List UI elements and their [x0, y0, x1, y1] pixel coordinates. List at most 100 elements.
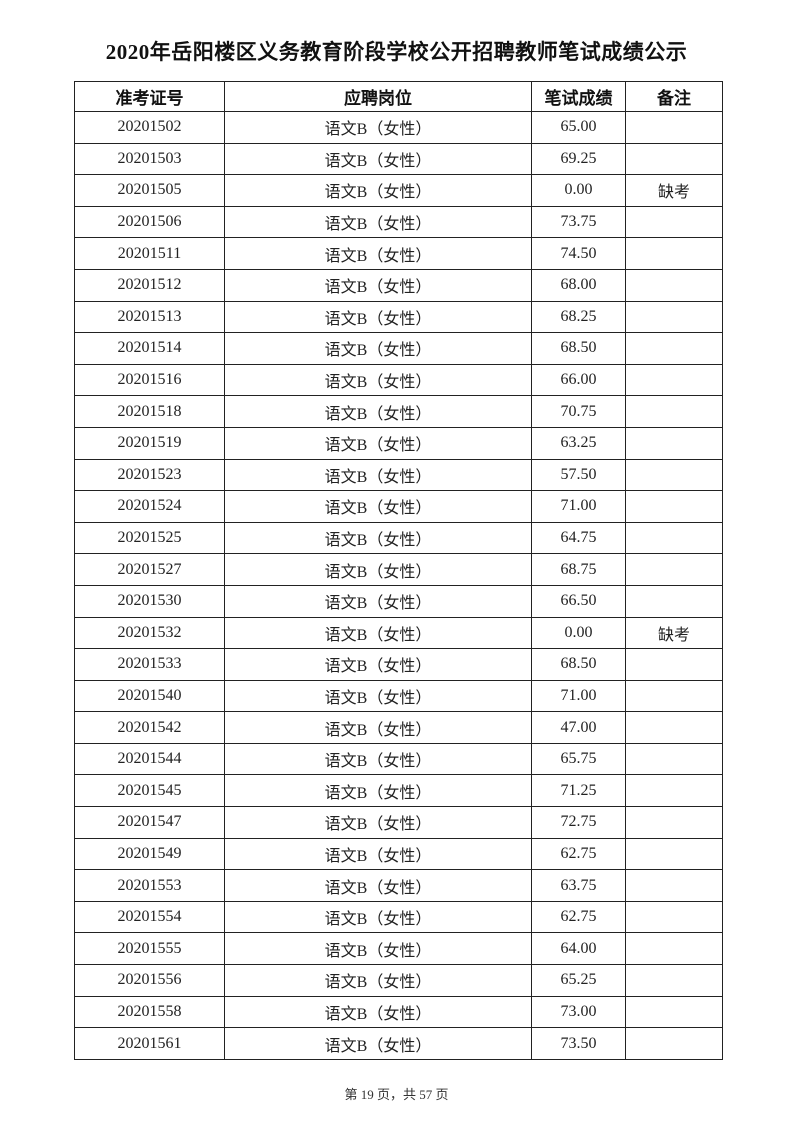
- score-cell: 65.00: [531, 111, 626, 144]
- position-cell: 语文B（女性）: [224, 237, 532, 270]
- score-cell: 73.50: [531, 1027, 626, 1060]
- table-row: 20201542 语文B（女性） 47.00: [74, 711, 723, 744]
- position-cell: 语文B（女性）: [224, 806, 532, 839]
- score-cell: 68.25: [531, 300, 626, 334]
- score-cell: 68.50: [531, 332, 626, 365]
- note-cell: [625, 711, 723, 744]
- exam-id-cell: 20201519: [74, 426, 225, 460]
- position-cell: 语文B（女性）: [224, 111, 532, 144]
- note-cell: [625, 458, 723, 492]
- exam-id-cell: 20201503: [74, 142, 225, 176]
- note-cell: [625, 237, 723, 270]
- position-cell: 语文B（女性）: [224, 932, 532, 966]
- exam-id-cell: 20201558: [74, 995, 225, 1029]
- exam-id-cell: 20201554: [74, 900, 225, 934]
- exam-id-cell: 20201561: [74, 1027, 225, 1060]
- score-cell: 0.00: [531, 616, 626, 650]
- note-cell: [625, 300, 723, 334]
- table-header-row: 准考证号 应聘岗位 笔试成绩 备注: [74, 81, 723, 112]
- position-cell: 语文B（女性）: [224, 300, 532, 334]
- note-cell: [625, 837, 723, 871]
- exam-id-cell: 20201544: [74, 742, 225, 776]
- score-cell: 65.75: [531, 742, 626, 776]
- note-cell: [625, 742, 723, 776]
- exam-id-cell: 20201547: [74, 806, 225, 839]
- note-cell: [625, 111, 723, 144]
- table-row: 20201519 语文B（女性） 63.25: [74, 426, 723, 460]
- exam-id-cell: 20201527: [74, 553, 225, 586]
- exam-id-cell: 20201555: [74, 932, 225, 966]
- position-cell: 语文B（女性）: [224, 142, 532, 176]
- position-cell: 语文B（女性）: [224, 742, 532, 776]
- score-cell: 63.75: [531, 869, 626, 902]
- header-exam-id: 准考证号: [74, 81, 225, 112]
- exam-id-cell: 20201553: [74, 869, 225, 902]
- table-row: 20201558 语文B（女性） 73.00: [74, 995, 723, 1029]
- table-row: 20201555 语文B（女性） 64.00: [74, 932, 723, 966]
- note-cell: [625, 806, 723, 839]
- table-row: 20201514 语文B（女性） 68.50: [74, 332, 723, 365]
- exam-id-cell: 20201524: [74, 490, 225, 523]
- exam-id-cell: 20201532: [74, 616, 225, 650]
- page-title: 2020年岳阳楼区义务教育阶段学校公开招聘教师笔试成绩公示: [105, 40, 688, 64]
- position-cell: 语文B（女性）: [224, 869, 532, 902]
- table-row: 20201544 语文B（女性） 65.75: [74, 742, 723, 776]
- position-cell: 语文B（女性）: [224, 490, 532, 523]
- exam-id-cell: 20201530: [74, 584, 225, 618]
- exam-id-cell: 20201549: [74, 837, 225, 871]
- table-row: 20201530 语文B（女性） 66.50: [74, 584, 723, 618]
- note-cell: [625, 395, 723, 428]
- note-cell: [625, 932, 723, 966]
- score-cell: 62.75: [531, 900, 626, 934]
- table-row: 20201525 语文B（女性） 64.75: [74, 521, 723, 555]
- exam-id-cell: 20201502: [74, 111, 225, 144]
- note-cell: [625, 900, 723, 934]
- note-cell: [625, 584, 723, 618]
- table-row: 20201556 语文B（女性） 65.25: [74, 964, 723, 997]
- score-cell: 70.75: [531, 395, 626, 428]
- note-cell: [625, 332, 723, 365]
- exam-id-cell: 20201513: [74, 300, 225, 334]
- table-row: 20201527 语文B（女性） 68.75: [74, 553, 723, 586]
- position-cell: 语文B（女性）: [224, 837, 532, 871]
- table-row: 20201506 语文B（女性） 73.75: [74, 205, 723, 239]
- exam-id-cell: 20201525: [74, 521, 225, 555]
- table-row: 20201549 语文B（女性） 62.75: [74, 837, 723, 871]
- table-row: 20201505 语文B（女性） 0.00 缺考: [74, 174, 723, 207]
- exam-id-cell: 20201514: [74, 332, 225, 365]
- score-cell: 71.00: [531, 490, 626, 523]
- note-cell: [625, 995, 723, 1029]
- exam-id-cell: 20201506: [74, 205, 225, 239]
- score-cell: 66.00: [531, 363, 626, 397]
- score-cell: 73.00: [531, 995, 626, 1029]
- score-cell: 57.50: [531, 458, 626, 492]
- table-body: 20201502 语文B（女性） 65.00 20201503 语文B（女性） 69.25…: [74, 111, 723, 1060]
- position-cell: 语文B（女性）: [224, 1027, 532, 1060]
- score-cell: 68.00: [531, 268, 626, 302]
- score-cell: 62.75: [531, 837, 626, 871]
- table-row: 20201516 语文B（女性） 66.00: [74, 363, 723, 397]
- page-footer: 第 19 页，共 57 页: [344, 1087, 449, 1102]
- note-cell: [625, 142, 723, 176]
- score-cell: 73.75: [531, 205, 626, 239]
- position-cell: 语文B（女性）: [224, 584, 532, 618]
- exam-id-cell: 20201540: [74, 679, 225, 713]
- exam-id-cell: 20201545: [74, 774, 225, 808]
- note-cell: [625, 553, 723, 586]
- score-cell: 71.25: [531, 774, 626, 808]
- position-cell: 语文B（女性）: [224, 679, 532, 713]
- note-cell: [625, 426, 723, 460]
- score-cell: 74.50: [531, 237, 626, 270]
- position-cell: 语文B（女性）: [224, 553, 532, 586]
- position-cell: 语文B（女性）: [224, 332, 532, 365]
- note-cell: 缺考: [625, 616, 723, 650]
- score-cell: 47.00: [531, 711, 626, 744]
- position-cell: 语文B（女性）: [224, 521, 532, 555]
- note-cell: [625, 268, 723, 302]
- score-cell: 0.00: [531, 174, 626, 207]
- table-row: 20201553 语文B（女性） 63.75: [74, 869, 723, 902]
- score-cell: 68.50: [531, 648, 626, 681]
- table-row: 20201511 语文B（女性） 74.50: [74, 237, 723, 270]
- note-cell: [625, 774, 723, 808]
- position-cell: 语文B（女性）: [224, 711, 532, 744]
